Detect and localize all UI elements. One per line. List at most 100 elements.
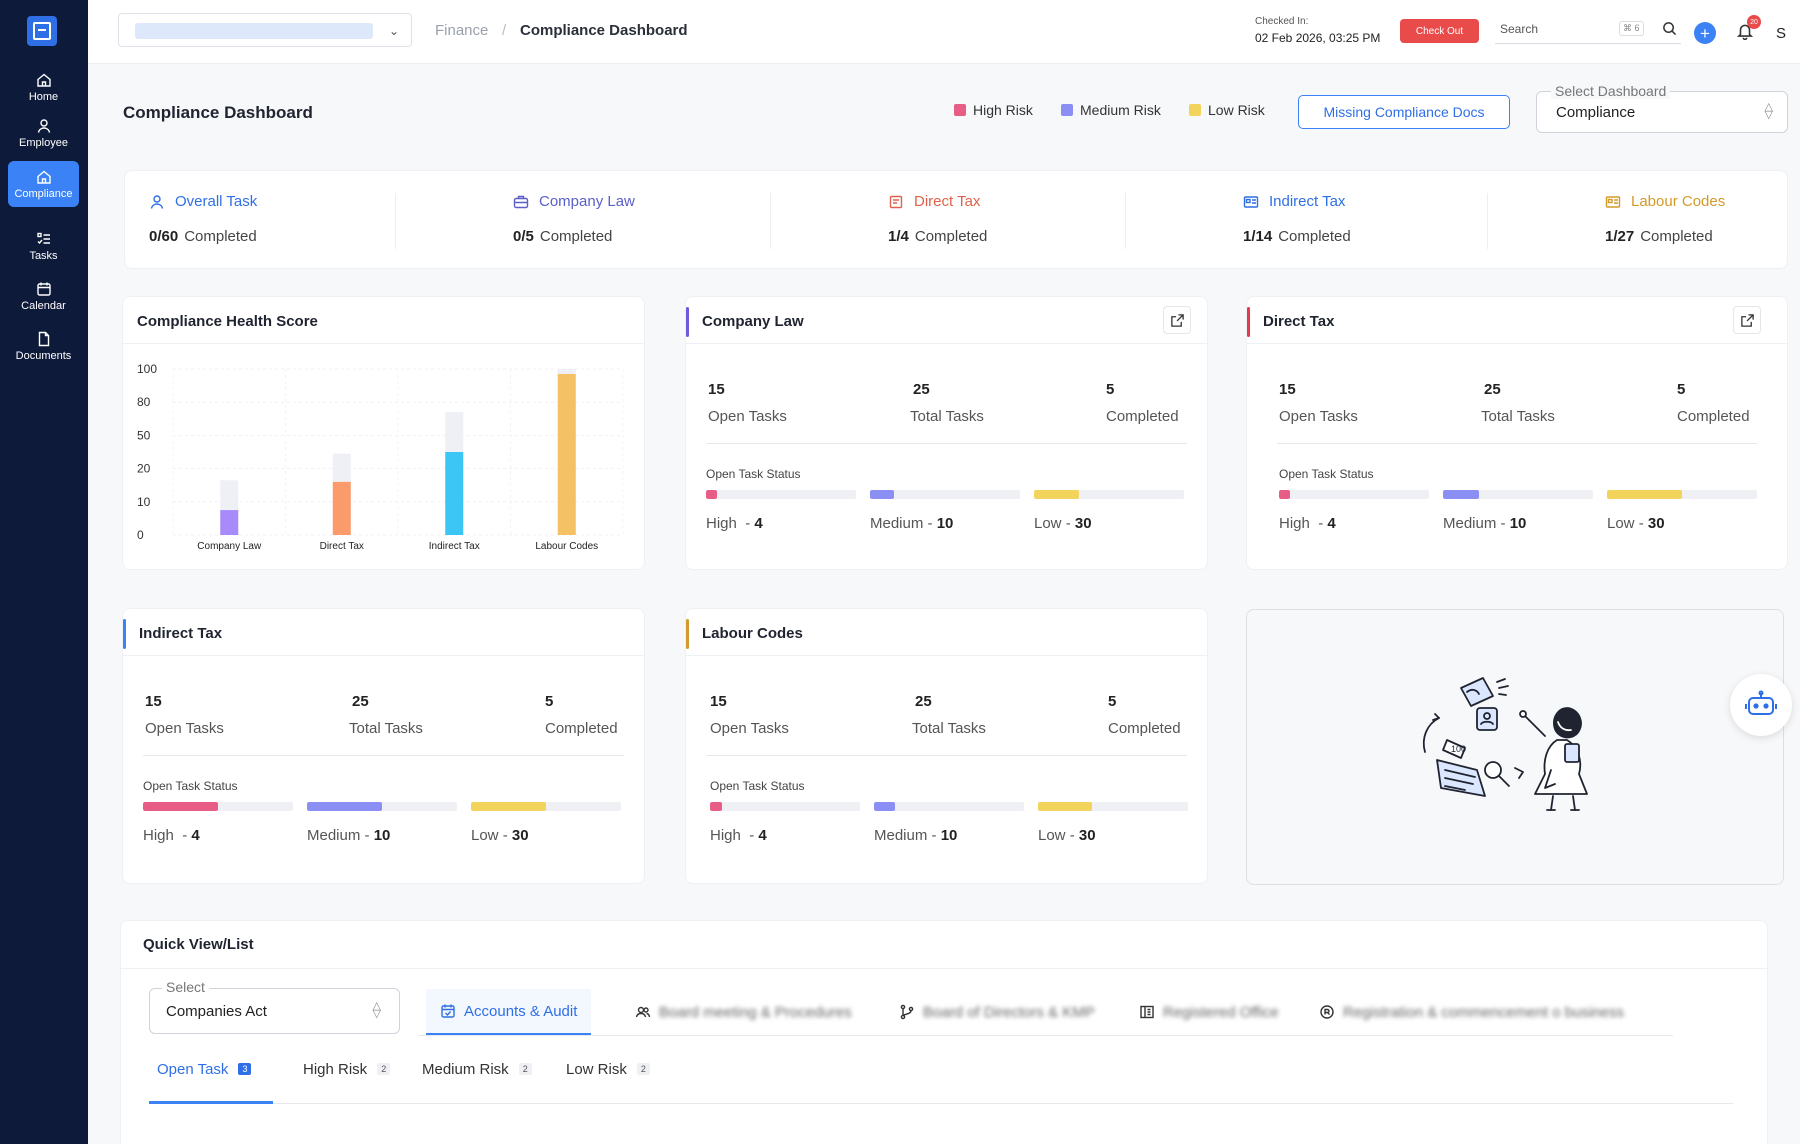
risk-value: 4 — [754, 515, 763, 532]
risk-label: Low — [471, 827, 499, 844]
sidebar-item-home[interactable]: Home — [8, 64, 79, 110]
open-task-status-label: Open Task Status — [706, 467, 801, 481]
tasks-icon — [36, 232, 50, 244]
summary-suffix: Completed — [539, 228, 613, 245]
sidebar-item-compliance[interactable]: Compliance — [8, 161, 79, 207]
completed-stat: 5 Completed — [1108, 693, 1181, 737]
card-accent — [686, 619, 689, 649]
risk-value: 10 — [373, 827, 391, 844]
tab-board-meeting[interactable]: Board meeting & Procedures — [635, 989, 852, 1035]
sidebar-item-label: Calendar — [21, 299, 66, 312]
active-subtab-indicator — [149, 1101, 273, 1104]
breadcrumb-current: Compliance Dashboard — [520, 22, 688, 39]
risk-label: Medium — [1443, 515, 1497, 532]
y-tick-label: 100 — [137, 362, 157, 376]
users-icon — [635, 1006, 651, 1018]
summary-company-law[interactable]: Company Law 0/5 Completed — [513, 193, 635, 245]
open-tasks-stat: 15 Open Tasks — [708, 381, 787, 425]
summary-indirect-tax[interactable]: Indirect Tax 1/14 Completed — [1243, 193, 1351, 245]
sidebar-item-documents[interactable]: Documents — [8, 323, 79, 369]
subtab-open-task[interactable]: Open Task 3 — [157, 1049, 252, 1089]
y-tick-label: 0 — [137, 528, 144, 542]
total-tasks-stat: 25 Total Tasks — [1481, 381, 1555, 425]
open-tasks-stat: 15 Open Tasks — [145, 693, 224, 737]
divider — [1277, 443, 1757, 444]
add-button[interactable]: + — [1694, 22, 1716, 44]
open-task-status-label: Open Task Status — [1279, 467, 1374, 481]
avatar[interactable]: S — [1775, 24, 1786, 42]
subtab-count: 2 — [518, 1063, 532, 1075]
sidebar-item-employee[interactable]: Employee — [8, 110, 79, 156]
direct-tax-card: Direct Tax 15 Open Tasks 25 Total Tasks 5 C… — [1246, 296, 1788, 570]
sidebar-item-calendar[interactable]: Calendar — [8, 273, 79, 319]
bar-fill — [710, 802, 722, 811]
tab-board-directors[interactable]: Board of Directors & KMP — [899, 989, 1095, 1035]
summary-labour-codes[interactable]: Labour Codes 1/27 Completed — [1605, 193, 1725, 245]
legend-swatch — [1189, 104, 1201, 116]
legend-label: Low Risk — [1208, 102, 1265, 118]
card-header: Compliance Health Score — [123, 297, 644, 344]
completed-stat: 5 Completed — [1106, 381, 1179, 425]
app-logo[interactable] — [27, 16, 57, 46]
missing-compliance-docs-button[interactable]: Missing Compliance Docs — [1298, 95, 1510, 129]
summary-overall-task[interactable]: Overall Task 0/60 Completed — [149, 193, 257, 245]
medium-risk-count: Medium - 10 — [307, 827, 391, 844]
act-select[interactable]: Select Companies Act △ ▽ — [149, 979, 400, 1034]
stat-label: Open Tasks — [708, 408, 787, 425]
bar-fill — [1034, 490, 1079, 499]
chatbot-button[interactable] — [1730, 674, 1792, 736]
completed-stat: 5 Completed — [545, 693, 618, 737]
subtab-high-risk[interactable]: High Risk 2 — [303, 1049, 391, 1089]
breadcrumb-finance[interactable]: Finance — [435, 22, 489, 39]
stat-value: 15 — [710, 693, 727, 710]
risk-label: Low — [1034, 515, 1062, 532]
bar-fill — [870, 490, 894, 499]
company-select[interactable]: ⌄ — [118, 13, 412, 47]
user-icon — [37, 118, 50, 133]
high-risk-bar — [710, 802, 860, 811]
risk-value: 30 — [1074, 515, 1092, 532]
summary-direct-tax[interactable]: Direct Tax 1/4 Completed — [888, 193, 987, 245]
risk-label: Medium — [874, 827, 928, 844]
tab-label: Registration & commencement o business — [1343, 1003, 1624, 1021]
sidebar: Home Employee Compliance Tasks Calendar … — [0, 0, 88, 1144]
health-score-card: Compliance Health Score 100 80 50 20 10 0 Comp… — [122, 296, 645, 570]
low-risk-count: Low - 30 — [1038, 827, 1096, 844]
dashboard-select[interactable]: Select Dashboard Compliance △ ▽ — [1536, 83, 1788, 133]
total-tasks-stat: 25 Total Tasks — [910, 381, 984, 425]
card-accent — [686, 307, 689, 337]
divider — [121, 968, 1767, 969]
search-input[interactable]: Search ⌘ 6 — [1495, 14, 1681, 44]
subtab-low-risk[interactable]: Low Risk 2 — [566, 1049, 650, 1089]
tab-accounts-audit[interactable]: Accounts & Audit — [426, 989, 592, 1035]
summary-suffix: Completed — [184, 228, 257, 245]
risk-label: High — [143, 827, 174, 844]
subtab-medium-risk[interactable]: Medium Risk 2 — [422, 1049, 532, 1089]
legend-swatch — [1061, 104, 1073, 116]
low-risk-bar — [1034, 490, 1184, 499]
home-icon — [36, 170, 51, 184]
stat-value: 25 — [913, 381, 930, 398]
subtab-count: 3 — [238, 1063, 252, 1075]
tab-label: Registered Office — [1163, 1003, 1279, 1021]
open-external-button[interactable] — [1733, 306, 1761, 334]
stat-label: Total Tasks — [1481, 408, 1555, 425]
risk-label: High — [710, 827, 741, 844]
stat-value: 25 — [1484, 381, 1501, 398]
tab-registration[interactable]: Registration & commencement o business — [1319, 989, 1624, 1035]
receipt-icon — [889, 195, 903, 208]
divider — [149, 1103, 1733, 1104]
medium-risk-bar — [307, 802, 457, 811]
stat-value: 15 — [708, 381, 725, 398]
low-risk-bar — [1607, 490, 1757, 499]
open-external-button[interactable] — [1163, 306, 1191, 334]
tab-registered-office[interactable]: Registered Office — [1139, 989, 1279, 1035]
stat-label: Open Tasks — [1279, 408, 1358, 425]
check-out-button[interactable]: Check Out — [1400, 19, 1479, 43]
search-icon[interactable] — [1662, 21, 1677, 36]
sidebar-item-tasks[interactable]: Tasks — [8, 223, 79, 269]
legend-medium-risk: Medium Risk — [1061, 102, 1161, 118]
divider — [706, 443, 1187, 444]
total-tasks-stat: 25 Total Tasks — [349, 693, 423, 737]
